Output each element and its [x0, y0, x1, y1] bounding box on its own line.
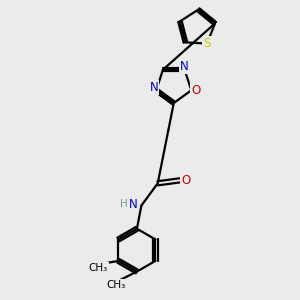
Text: N: N [129, 198, 137, 211]
Text: H: H [120, 199, 128, 209]
Text: N: N [149, 81, 158, 94]
Text: O: O [191, 84, 200, 97]
Text: S: S [203, 37, 211, 50]
Text: CH₃: CH₃ [106, 280, 126, 290]
Text: N: N [180, 60, 189, 73]
Text: O: O [181, 174, 190, 187]
Text: CH₃: CH₃ [89, 263, 108, 273]
